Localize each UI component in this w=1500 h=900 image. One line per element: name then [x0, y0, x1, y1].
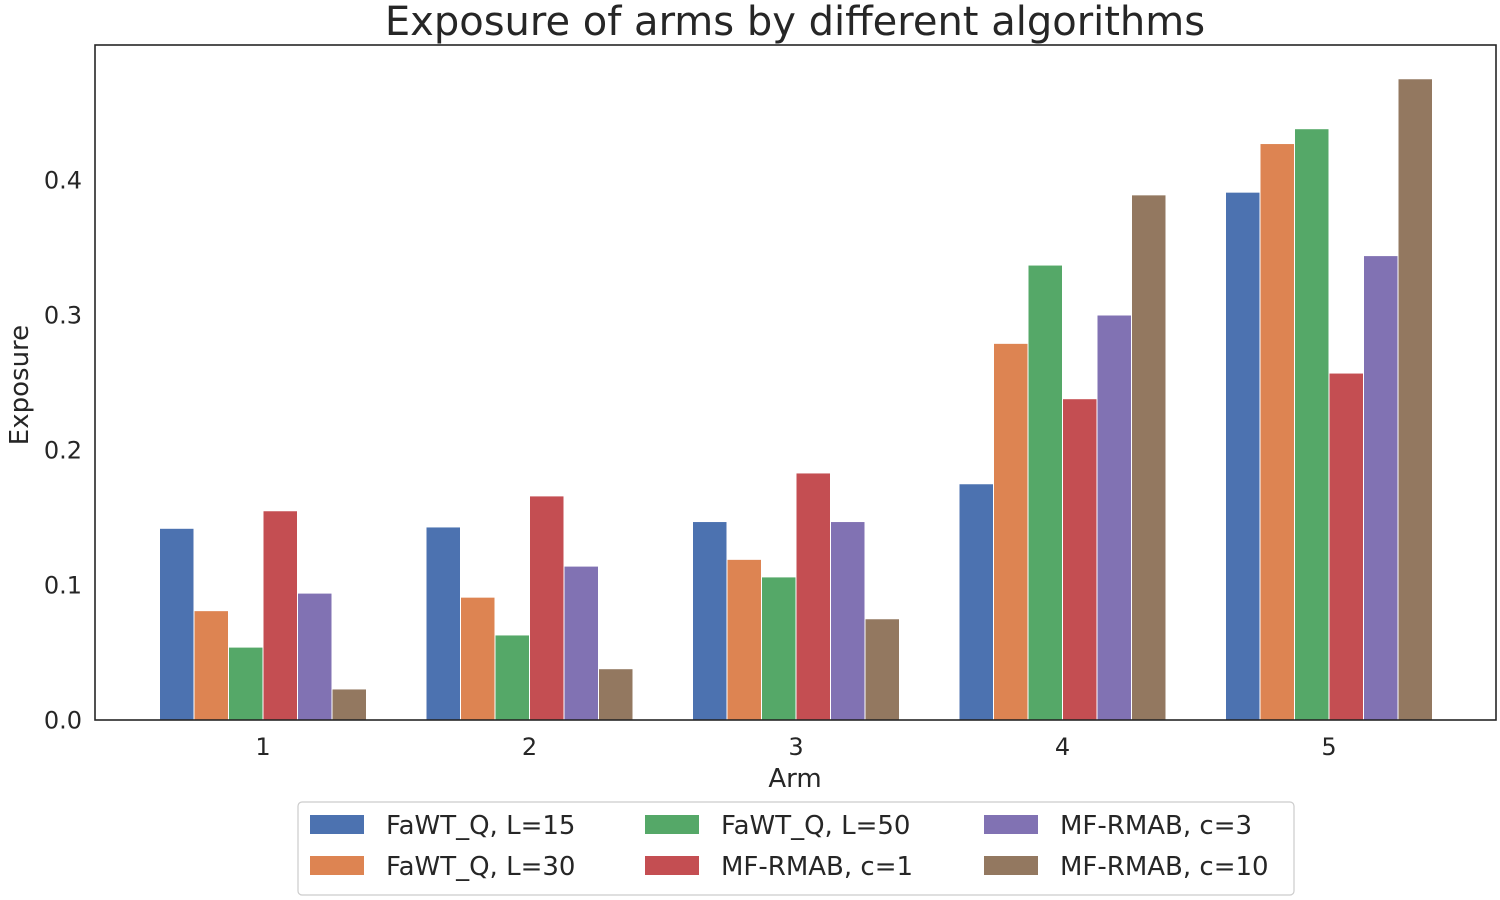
- legend-label: MF-RMAB, c=1: [721, 852, 913, 882]
- bar-arm-2-series-3: [494, 634, 530, 721]
- legend-label: FaWT_Q, L=50: [721, 811, 910, 841]
- bar-arm-5-series-3: [1294, 128, 1330, 721]
- bar-arm-2-series-4: [529, 495, 565, 721]
- bars-group: [159, 78, 1433, 721]
- y-tick-label: 0.2: [44, 437, 82, 465]
- bar-arm-3-series-3: [761, 576, 797, 721]
- bar-arm-2-series-6: [598, 668, 634, 721]
- legend-label: MF-RMAB, c=3: [1060, 811, 1252, 841]
- bar-arm-4-series-6: [1131, 194, 1167, 721]
- bar-arm-3-series-2: [726, 558, 762, 721]
- legend-box: [297, 801, 1295, 896]
- bar-arm-1-series-5: [297, 592, 333, 721]
- bar-arm-4-series-2: [993, 342, 1029, 721]
- plot-frame: [94, 44, 1497, 721]
- y-tick-label: 0.3: [44, 302, 82, 330]
- bar-arm-4-series-3: [1027, 264, 1063, 721]
- x-tick-label: 4: [1055, 733, 1070, 761]
- legend-swatch: [645, 856, 699, 875]
- bar-arm-5-series-6: [1397, 78, 1433, 721]
- bar-arm-1-series-2: [193, 610, 229, 721]
- x-tick-label: 3: [788, 733, 803, 761]
- y-tick-label: 0.1: [44, 572, 82, 600]
- bar-arm-1-series-3: [228, 646, 264, 721]
- bar-arm-1-series-4: [262, 510, 298, 721]
- legend-swatch: [645, 815, 699, 834]
- bar-arm-5-series-1: [1225, 191, 1261, 721]
- chart-title: Exposure of arms by different algorithms: [385, 0, 1205, 45]
- y-tick-label: 0.4: [44, 167, 82, 195]
- bar-arm-4-series-5: [1096, 314, 1132, 721]
- bar-arm-4-series-1: [958, 483, 994, 721]
- y-tick-label: 0.0: [44, 707, 82, 735]
- bar-arm-2-series-2: [460, 596, 496, 721]
- legend-label: FaWT_Q, L=30: [386, 852, 575, 882]
- bar-arm-4-series-4: [1062, 398, 1098, 721]
- bar-arm-3-series-1: [692, 521, 728, 721]
- legend-swatch: [310, 856, 364, 875]
- x-tick-label: 2: [522, 733, 537, 761]
- legend-swatch: [984, 815, 1038, 834]
- y-axis-label: Exposure: [5, 325, 35, 445]
- bar-arm-5-series-5: [1363, 255, 1399, 721]
- x-tick-label: 5: [1321, 733, 1336, 761]
- bar-arm-5-series-4: [1328, 372, 1364, 721]
- x-axis-label: Arm: [768, 764, 821, 794]
- y-axis-ticks: 0.0 0.1 0.2 0.3 0.4: [44, 167, 82, 735]
- bar-arm-5-series-2: [1259, 143, 1295, 721]
- x-tick-label: 1: [255, 733, 270, 761]
- legend-label: MF-RMAB, c=10: [1060, 852, 1269, 882]
- legend: FaWT_Q, L=15 FaWT_Q, L=30 FaWT_Q, L=50 MF-R…: [297, 801, 1295, 896]
- legend-swatch: [310, 815, 364, 834]
- bar-arm-3-series-4: [795, 472, 831, 721]
- legend-swatch: [984, 856, 1038, 875]
- bar-arm-3-series-6: [864, 618, 900, 721]
- bar-arm-2-series-5: [563, 565, 599, 721]
- bar-arm-3-series-5: [830, 521, 866, 721]
- bar-arm-1-series-6: [331, 688, 367, 721]
- x-axis-ticks: 1 2 3 4 5: [255, 733, 1336, 761]
- legend-label: FaWT_Q, L=15: [386, 811, 575, 841]
- bar-arm-1-series-1: [159, 527, 195, 721]
- bar-arm-2-series-1: [425, 526, 461, 721]
